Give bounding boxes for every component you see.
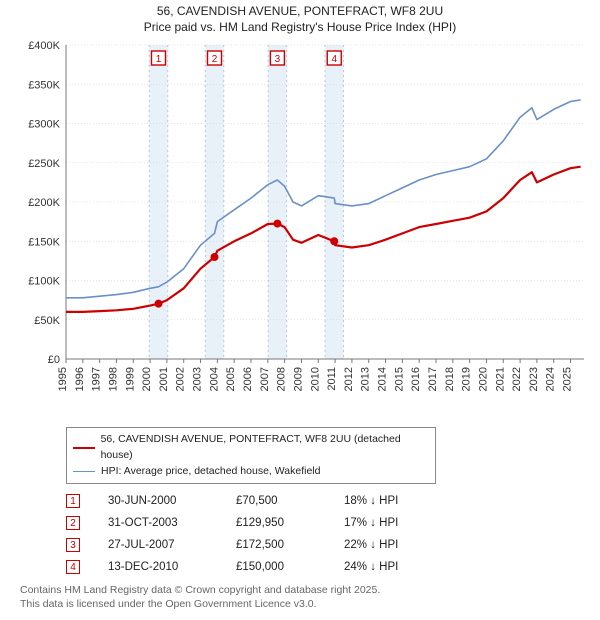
sale-diff: 22% ↓ HPI bbox=[344, 539, 434, 551]
svg-text:2018: 2018 bbox=[444, 367, 456, 391]
svg-text:2002: 2002 bbox=[175, 367, 187, 391]
sale-row: 1 30-JUN-2000 £70,500 18% ↓ HPI bbox=[66, 490, 592, 512]
svg-text:2024: 2024 bbox=[545, 367, 557, 391]
svg-text:£250K: £250K bbox=[28, 158, 60, 170]
title-line-2: Price paid vs. HM Land Registry's House … bbox=[8, 20, 592, 36]
sale-price: £70,500 bbox=[236, 495, 316, 507]
svg-text:2: 2 bbox=[212, 54, 218, 65]
svg-text:2023: 2023 bbox=[528, 367, 540, 391]
svg-text:2012: 2012 bbox=[343, 367, 355, 391]
svg-text:2003: 2003 bbox=[192, 367, 204, 391]
sale-diff: 24% ↓ HPI bbox=[344, 561, 434, 573]
svg-text:2000: 2000 bbox=[141, 367, 153, 391]
svg-text:2006: 2006 bbox=[242, 367, 254, 391]
legend-swatch bbox=[73, 447, 95, 449]
svg-text:1995: 1995 bbox=[57, 367, 69, 391]
svg-text:2020: 2020 bbox=[477, 367, 489, 391]
svg-text:£300K: £300K bbox=[28, 119, 60, 131]
svg-text:2016: 2016 bbox=[410, 367, 422, 391]
svg-text:2025: 2025 bbox=[562, 367, 574, 391]
sale-marker: 1 bbox=[66, 494, 80, 508]
svg-text:2017: 2017 bbox=[427, 367, 439, 391]
svg-text:2010: 2010 bbox=[309, 367, 321, 391]
svg-text:2014: 2014 bbox=[377, 367, 389, 391]
title-line-1: 56, CAVENDISH AVENUE, PONTEFRACT, WF8 2U… bbox=[8, 4, 592, 20]
legend-swatch bbox=[73, 471, 95, 472]
sale-price: £172,500 bbox=[236, 539, 316, 551]
svg-text:2013: 2013 bbox=[360, 367, 372, 391]
sale-row: 4 13-DEC-2010 £150,000 24% ↓ HPI bbox=[66, 556, 592, 578]
chart-title: 56, CAVENDISH AVENUE, PONTEFRACT, WF8 2U… bbox=[8, 4, 592, 35]
sale-marker: 2 bbox=[66, 516, 80, 530]
sales-table: 1 30-JUN-2000 £70,500 18% ↓ HPI 2 31-OCT-2003… bbox=[66, 490, 592, 578]
svg-text:2001: 2001 bbox=[158, 367, 170, 391]
svg-text:1997: 1997 bbox=[91, 367, 103, 391]
svg-text:2015: 2015 bbox=[393, 367, 405, 391]
footer: Contains HM Land Registry data © Crown c… bbox=[20, 584, 592, 611]
legend-label: HPI: Average price, detached house, Wake… bbox=[101, 464, 320, 480]
price-chart: £0 £50K £100K £150K £200K £250K £300K £350K £400… bbox=[8, 39, 592, 419]
svg-text:£350K: £350K bbox=[28, 79, 60, 91]
footer-line-2: This data is licensed under the Open Gov… bbox=[20, 598, 592, 612]
svg-text:2022: 2022 bbox=[511, 367, 523, 391]
sale-price: £129,950 bbox=[236, 517, 316, 529]
sale-marker: 4 bbox=[66, 560, 80, 574]
sale-price: £150,000 bbox=[236, 561, 316, 573]
svg-text:2008: 2008 bbox=[276, 367, 288, 391]
svg-text:2005: 2005 bbox=[225, 367, 237, 391]
svg-text:£0: £0 bbox=[48, 354, 60, 366]
sale-diff: 17% ↓ HPI bbox=[344, 517, 434, 529]
svg-text:4: 4 bbox=[331, 54, 337, 65]
svg-text:1: 1 bbox=[156, 54, 162, 65]
sale-date: 31-OCT-2003 bbox=[108, 517, 208, 529]
sale-date: 13-DEC-2010 bbox=[108, 561, 208, 573]
svg-text:£100K: £100K bbox=[28, 276, 60, 288]
chart-svg: £0 £50K £100K £150K £200K £250K £300K £350K £400… bbox=[8, 39, 592, 419]
legend-item: HPI: Average price, detached house, Wake… bbox=[73, 464, 429, 480]
sale-diff: 18% ↓ HPI bbox=[344, 495, 434, 507]
svg-text:2021: 2021 bbox=[494, 367, 506, 391]
legend-label: 56, CAVENDISH AVENUE, PONTEFRACT, WF8 2U… bbox=[101, 432, 429, 464]
sale-row: 3 27-JUL-2007 £172,500 22% ↓ HPI bbox=[66, 534, 592, 556]
legend: 56, CAVENDISH AVENUE, PONTEFRACT, WF8 2U… bbox=[66, 427, 436, 484]
svg-text:1998: 1998 bbox=[107, 367, 119, 391]
sale-row: 2 31-OCT-2003 £129,950 17% ↓ HPI bbox=[66, 512, 592, 534]
svg-text:1999: 1999 bbox=[124, 367, 136, 391]
svg-text:2007: 2007 bbox=[259, 367, 271, 391]
svg-text:2011: 2011 bbox=[326, 367, 338, 391]
svg-text:1996: 1996 bbox=[74, 367, 86, 391]
sale-date: 27-JUL-2007 bbox=[108, 539, 208, 551]
svg-text:£150K: £150K bbox=[28, 236, 60, 248]
svg-text:£200K: £200K bbox=[28, 197, 60, 209]
sale-date: 30-JUN-2000 bbox=[108, 495, 208, 507]
legend-item: 56, CAVENDISH AVENUE, PONTEFRACT, WF8 2U… bbox=[73, 432, 429, 464]
footer-line-1: Contains HM Land Registry data © Crown c… bbox=[20, 584, 592, 598]
svg-text:3: 3 bbox=[275, 54, 281, 65]
sale-marker: 3 bbox=[66, 538, 80, 552]
svg-text:£50K: £50K bbox=[34, 315, 60, 327]
svg-text:£400K: £400K bbox=[28, 40, 60, 52]
svg-text:2004: 2004 bbox=[208, 367, 220, 391]
svg-text:2009: 2009 bbox=[292, 367, 304, 391]
svg-text:2019: 2019 bbox=[461, 367, 473, 391]
